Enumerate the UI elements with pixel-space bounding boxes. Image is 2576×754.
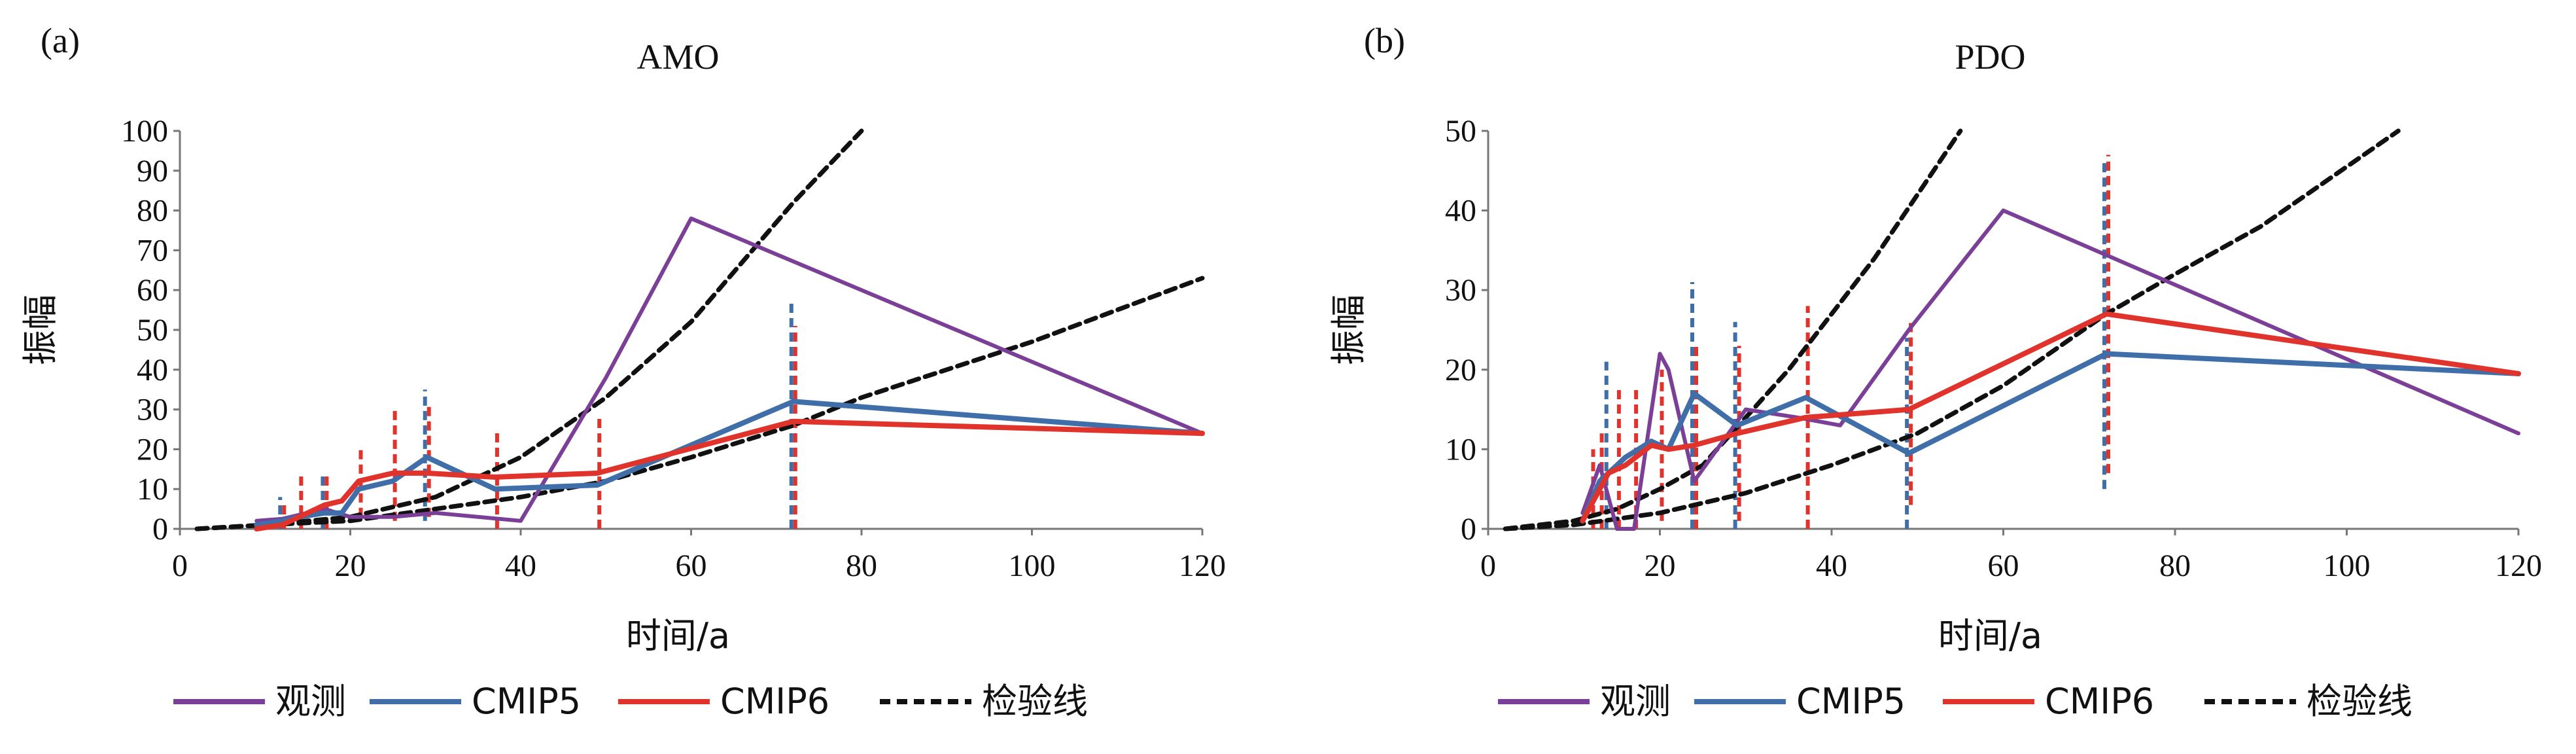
x-tick-label: 60 (1988, 548, 2019, 583)
x-tick-label: 40 (505, 548, 536, 583)
legend-label-0: 观测 (1600, 681, 1671, 722)
x-tick-label: 20 (335, 548, 366, 583)
legend-label-2: CMIP6 (2045, 681, 2154, 722)
y-tick-label: 40 (137, 353, 168, 387)
y-tick-label: 0 (152, 512, 168, 547)
y-tick-label: 30 (137, 393, 168, 427)
series-line-cmip6-2 (254, 418, 1205, 531)
y-tick-label: 70 (137, 233, 168, 268)
legend-label-1: CMIP5 (1796, 681, 1906, 722)
y-tick-label: 40 (1445, 194, 1476, 228)
y-tick-label: 10 (1445, 432, 1476, 467)
y-tick-label: 50 (1445, 114, 1476, 149)
x-tick-label: 120 (2495, 548, 2542, 583)
x-axis-label: 时间/a (1938, 615, 2042, 656)
y-tick-label: 90 (137, 154, 168, 188)
legend-label-3: 检验线 (982, 681, 1088, 722)
x-tick-label: 20 (1645, 548, 1676, 583)
x-axis-label: 时间/a (626, 615, 730, 656)
y-tick-label: 20 (137, 432, 168, 467)
x-tick-label: 40 (1816, 548, 1847, 583)
x-tick-label: 60 (676, 548, 707, 583)
series-line-观测-0 (1580, 208, 2520, 531)
y-axis-label: 振幅 (1328, 295, 1369, 365)
chart-title: PDO (1955, 37, 2025, 77)
legend-label-0: 观测 (275, 681, 346, 722)
x-tick-label: 120 (1179, 548, 1226, 583)
panel-amo: (a) AMO 0 10 20 30 40 50 60 70 80 90 100 0 20 40 60 80 100… (20, 21, 1226, 656)
y-tick-label: 60 (137, 273, 168, 308)
series-line-test-line-3 (1503, 128, 1963, 531)
y-tick-label: 80 (137, 194, 168, 228)
y-tick-label: 20 (1445, 353, 1476, 387)
x-tick-label: 0 (172, 548, 188, 583)
y-tick-label: 10 (137, 472, 168, 507)
y-tick-label: 0 (1461, 512, 1476, 547)
legend-pdo: 观测 CMIP5 CMIP6 检验线 (1498, 681, 2412, 722)
series-line-test-line-4 (1503, 128, 2401, 531)
series-line-test-line-3 (194, 128, 864, 531)
legend-label-3: 检验线 (2306, 681, 2412, 722)
y-tick-label: 30 (1445, 273, 1476, 308)
panel-label: (a) (41, 21, 80, 60)
x-tick-label: 80 (2159, 548, 2191, 583)
x-tick-label: 100 (2324, 548, 2371, 583)
y-axis-label: 振幅 (20, 295, 61, 365)
y-tick-label: 100 (121, 114, 168, 149)
y-tick-label: 50 (137, 313, 168, 348)
x-tick-label: 80 (846, 548, 877, 583)
legend-amo: 观测 CMIP5 CMIP6 检验线 (173, 681, 1088, 722)
legend-label-2: CMIP6 (720, 681, 829, 722)
legend-label-1: CMIP5 (472, 681, 581, 722)
chart-title: AMO (636, 37, 719, 77)
panel-pdo: (b) PDO 0 10 20 30 40 50 0 20 40 60 80 100 120 时间/a 振幅 (1328, 21, 2542, 656)
panel-label: (b) (1364, 21, 1405, 60)
x-tick-label: 0 (1480, 548, 1496, 583)
x-tick-label: 100 (1009, 548, 1056, 583)
series-line-cmip6-2 (1580, 311, 2521, 524)
